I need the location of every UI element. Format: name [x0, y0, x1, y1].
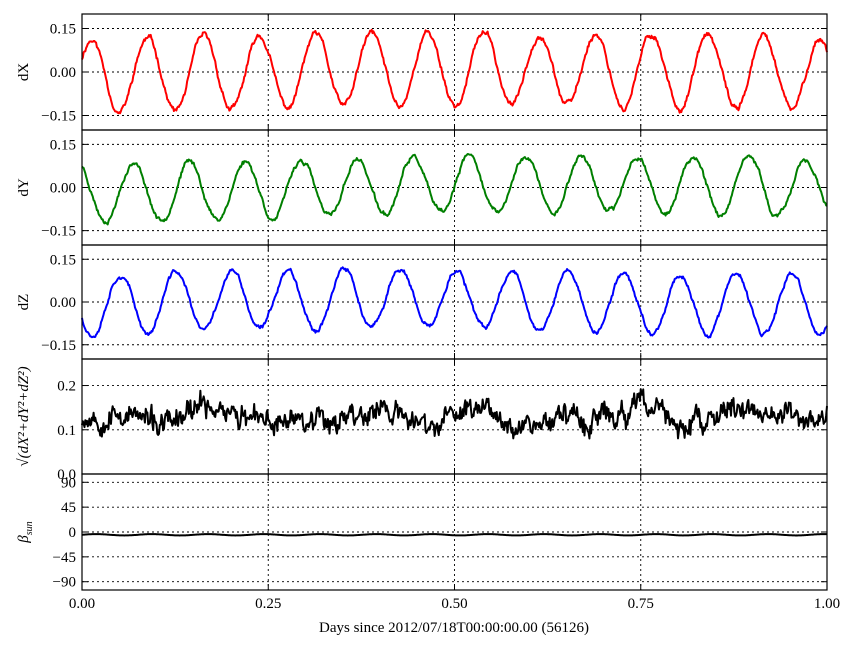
y-tick-label: 0.15: [50, 252, 76, 268]
y-tick-label: 0.0: [57, 467, 76, 483]
y-axis-label: βsun: [16, 521, 35, 543]
y-tick-label: 0.00: [50, 295, 76, 311]
y-tick-label: 0.15: [50, 22, 76, 38]
y-tick-label: 0.00: [50, 65, 76, 81]
y-tick-label: −0.15: [41, 338, 76, 354]
y-tick-label: −0.15: [41, 224, 76, 240]
panel-1: 0.15 0.00 −0.15 dX: [16, 13, 828, 131]
y-tick-label: 45: [61, 500, 76, 516]
series-line-4: [81, 388, 828, 440]
chart-panels: 0.150.00−0.15dX0.150.00−0.15dY0.150.00−0…: [16, 13, 840, 612]
y-axis-label: dY: [16, 178, 32, 197]
x-tick-label: 0.25: [255, 596, 281, 612]
x-tick-label: 1.00: [814, 596, 840, 612]
y-axis-label: dZ: [16, 294, 32, 311]
y-tick-label: −45: [53, 550, 76, 566]
y-axis-label: dX: [16, 63, 32, 82]
x-tick-label: 0.00: [69, 596, 95, 612]
x-tick-label: 0.75: [628, 596, 654, 612]
series-line-1: [81, 28, 828, 115]
panel-3: 0.15 0.00 −0.15 dZ: [16, 244, 828, 360]
y-tick-label: 0.2: [57, 379, 76, 395]
x-tick-label: 0.50: [441, 596, 467, 612]
x-axis-label: Days since 2012/07/18T00:00:00.00 (56126…: [319, 620, 589, 636]
y-tick-label: 0: [69, 525, 77, 541]
series-line-5: [81, 533, 828, 537]
series-line-2: [81, 152, 828, 226]
y-tick-label: 0.15: [50, 137, 76, 153]
y-tick-label: 90: [61, 475, 76, 491]
y-axis-label: √(dX²+dY²+dZ²): [16, 366, 32, 466]
series-line-3: [81, 266, 828, 339]
panel-5: 90 45 0 −45 −90 βsun: [16, 473, 828, 591]
y-tick-label: 0.1: [57, 423, 76, 439]
y-tick-label: −0.15: [41, 109, 76, 125]
y-tick-label: −90: [53, 575, 76, 591]
panel-2: 0.15 0.00 −0.15 dY: [16, 129, 828, 246]
plot-frame: [81, 473, 828, 591]
panel-4: 0.2 0.1 0.0 √(dX²+dY²+dZ²): [16, 358, 828, 483]
y-tick-label: 0.00: [50, 181, 76, 197]
